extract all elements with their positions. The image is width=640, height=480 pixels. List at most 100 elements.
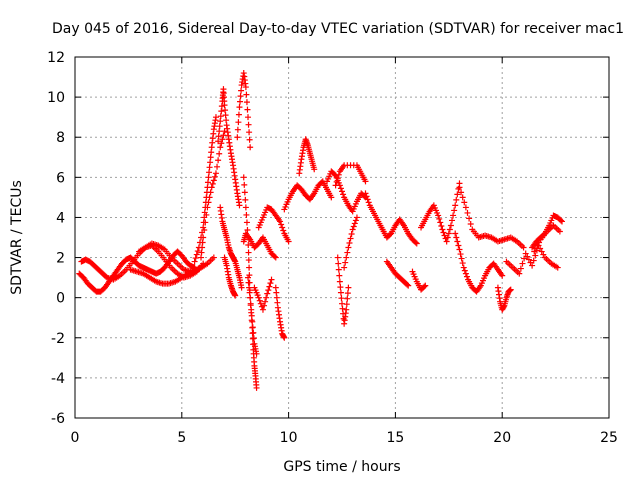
data-point: [461, 199, 468, 206]
data-point: [204, 179, 211, 186]
data-point: [458, 189, 465, 196]
series-fall-8h: [240, 174, 260, 357]
data-point: [245, 242, 252, 249]
data-point: [250, 341, 257, 348]
series-spike-8h: [234, 70, 254, 151]
data-point: [272, 284, 279, 291]
data-point: [344, 295, 351, 302]
series-track-18h-b: [456, 184, 527, 251]
data-point: [246, 264, 253, 271]
data-point: [362, 190, 369, 197]
data-point: [443, 238, 450, 245]
data-point: [339, 188, 345, 195]
data-point: [346, 240, 353, 247]
data-point: [454, 238, 461, 245]
data-point: [201, 226, 208, 233]
y-tick-label: 10: [47, 90, 65, 106]
data-point: [507, 286, 514, 293]
data-point: [265, 287, 272, 294]
data-point: [525, 256, 532, 263]
data-point: [273, 289, 280, 296]
data-point: [344, 249, 351, 256]
series-dip-20h: [494, 284, 514, 313]
data-point: [519, 260, 526, 267]
data-point: [198, 254, 205, 261]
data-point: [256, 297, 263, 304]
data-point: [342, 259, 349, 266]
data-point: [457, 251, 464, 258]
data-point: [267, 280, 274, 287]
y-tick-label: 4: [56, 210, 65, 226]
data-point: [217, 118, 224, 125]
plot-frame: [74, 56, 610, 419]
data-point: [266, 283, 273, 290]
data-point: [531, 248, 538, 255]
data-point: [246, 129, 253, 136]
data-point: [243, 219, 250, 226]
data-point: [466, 215, 473, 222]
data-point: [462, 270, 469, 277]
data-point: [243, 211, 250, 218]
data-point: [437, 219, 444, 226]
data-point: [236, 104, 243, 111]
series-low-9h: [251, 276, 275, 313]
data-point: [335, 260, 342, 267]
data-point: [249, 335, 256, 342]
x-tick-label: 10: [280, 430, 298, 446]
data-point: [461, 267, 468, 274]
data-point: [245, 274, 252, 281]
data-point: [352, 217, 359, 224]
data-point: [456, 246, 463, 253]
data-point: [467, 220, 474, 227]
data-point: [529, 262, 536, 269]
data-point: [344, 290, 351, 297]
data-point: [532, 252, 539, 259]
data-point: [530, 257, 537, 264]
data-point: [253, 384, 260, 391]
data-point: [446, 226, 453, 233]
data-point: [274, 299, 281, 306]
data-point: [557, 217, 564, 224]
data-point: [452, 230, 459, 237]
data-point: [421, 283, 428, 290]
data-point: [222, 112, 229, 119]
data-point: [210, 177, 217, 184]
data-point: [203, 211, 210, 218]
data-point: [456, 184, 463, 191]
data-point: [439, 226, 446, 233]
data-point: [194, 248, 201, 255]
data-point: [206, 164, 213, 171]
data-point: [362, 178, 369, 185]
data-point: [262, 298, 269, 305]
data-point: [459, 194, 466, 201]
data-point: [532, 245, 539, 252]
data-point: [387, 231, 394, 238]
data-point: [202, 219, 209, 226]
data-point: [348, 230, 355, 237]
data-point: [333, 178, 340, 185]
series-band-16-18: [418, 180, 463, 245]
data-point: [337, 289, 344, 296]
data-point: [217, 113, 224, 120]
data-point: [215, 138, 222, 145]
x-tick-label: 0: [71, 430, 80, 446]
data-point: [247, 294, 254, 301]
data-point: [216, 123, 223, 130]
data-point: [458, 255, 465, 262]
data-point: [259, 306, 266, 313]
series-spike-7h: [215, 86, 243, 209]
series-dip-13h: [334, 254, 352, 327]
x-tick-label: 5: [177, 430, 186, 446]
data-point: [264, 290, 271, 297]
data-point: [350, 223, 357, 230]
data-point: [459, 260, 466, 267]
data-point: [207, 159, 214, 166]
series-tail-22h-b: [531, 222, 563, 255]
y-tick-label: 2: [56, 251, 65, 267]
data-point: [422, 282, 429, 289]
data-point: [334, 175, 341, 182]
data-point: [351, 220, 358, 227]
data-point: [460, 264, 467, 271]
data-point: [192, 255, 199, 262]
